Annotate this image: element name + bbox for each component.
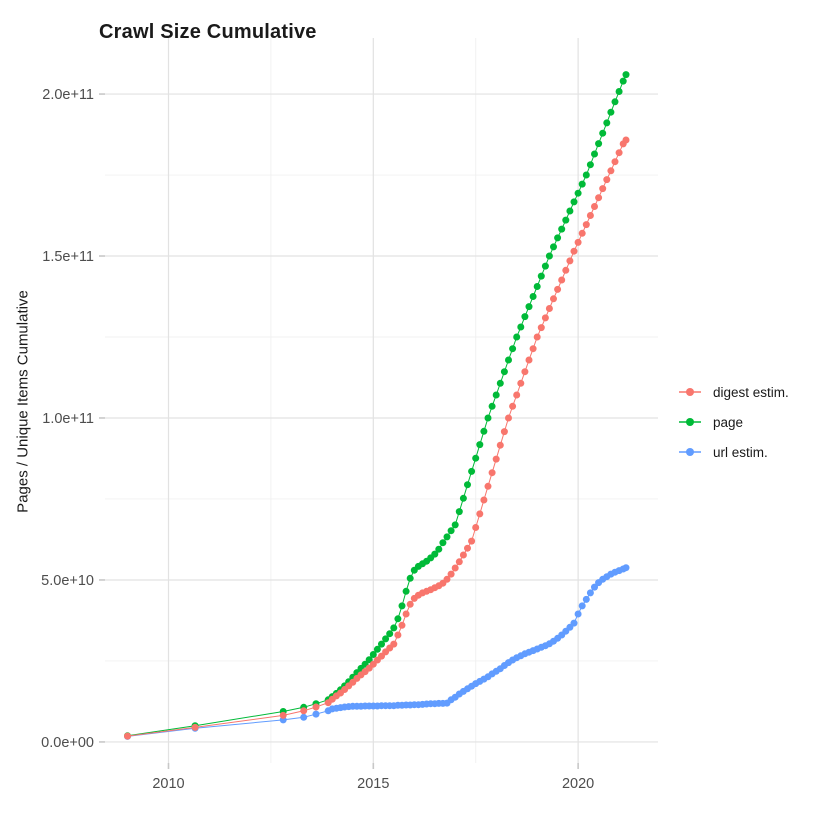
legend-label: url estim. [713,444,768,460]
x-tick-label: 2020 [562,776,594,792]
grid-minor [105,38,658,763]
y-axis-tick-labels: 0.0e+00 5.0e+10 1.0e+11 1.5e+11 2.0e+11 [41,87,94,751]
y-tick-label: 5.0e+10 [41,573,94,589]
grid-major [105,38,658,763]
legend-key-icon [679,388,701,396]
x-axis-tick-labels: 2010 2015 2020 [152,776,594,792]
y-tick-label: 1.0e+11 [42,411,94,427]
x-tick-label: 2015 [357,776,389,792]
legend-label: page [713,414,744,430]
chart-title: Crawl Size Cumulative [99,21,317,44]
legend-label: digest estim. [713,384,789,400]
y-tick-label: 2.0e+11 [42,87,94,103]
axis-tick-marks [99,93,579,769]
legend: digest estim. page url estim. [678,377,789,467]
series-page [124,71,630,740]
y-tick-label: 0.0e+00 [41,735,94,751]
legend-key-icon [679,448,701,456]
legend-item: digest estim. [678,377,789,407]
series-line-page [127,74,627,737]
series-digest-estim [124,136,630,740]
series-points-digest-estim [124,136,630,740]
x-tick-label: 2010 [152,776,184,792]
legend-item: url estim. [678,437,789,467]
legend-item: page [678,407,789,437]
legend-key-icon [679,418,701,426]
y-tick-label: 1.5e+11 [42,249,94,265]
